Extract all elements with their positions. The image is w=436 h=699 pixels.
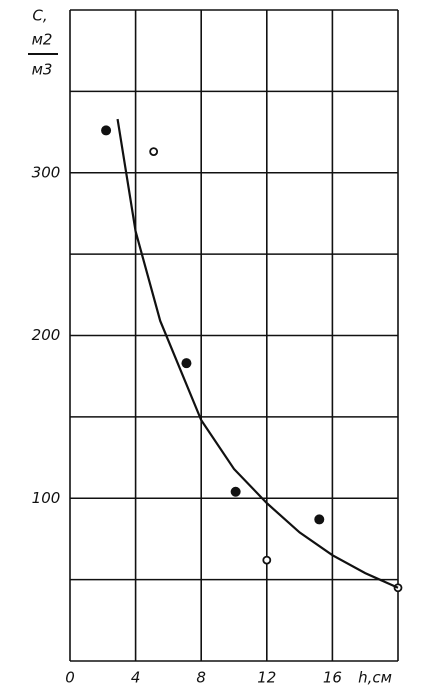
x-tick-label: 16 (323, 669, 342, 687)
y-unit-numerator: м2 (32, 31, 53, 49)
y-tick-label: 300 (32, 163, 61, 181)
filled-point (101, 125, 112, 136)
y-tick-label: 200 (32, 326, 61, 344)
y-unit-denominator: м3 (32, 61, 53, 79)
open-point (149, 147, 159, 156)
fit-curve (116, 118, 399, 589)
x-tick-label: 12 (257, 669, 276, 687)
filled-point (181, 358, 192, 369)
y-label: C, (32, 7, 47, 25)
x-label: h,см (358, 669, 392, 687)
filled-point (230, 486, 241, 497)
filled-point (314, 514, 325, 525)
x-tick-label: 8 (196, 669, 206, 687)
x-tick-label: 4 (131, 669, 141, 687)
open-point (262, 555, 272, 565)
y-tick-label: 100 (32, 489, 61, 507)
x-tick-label: 0 (65, 669, 75, 687)
